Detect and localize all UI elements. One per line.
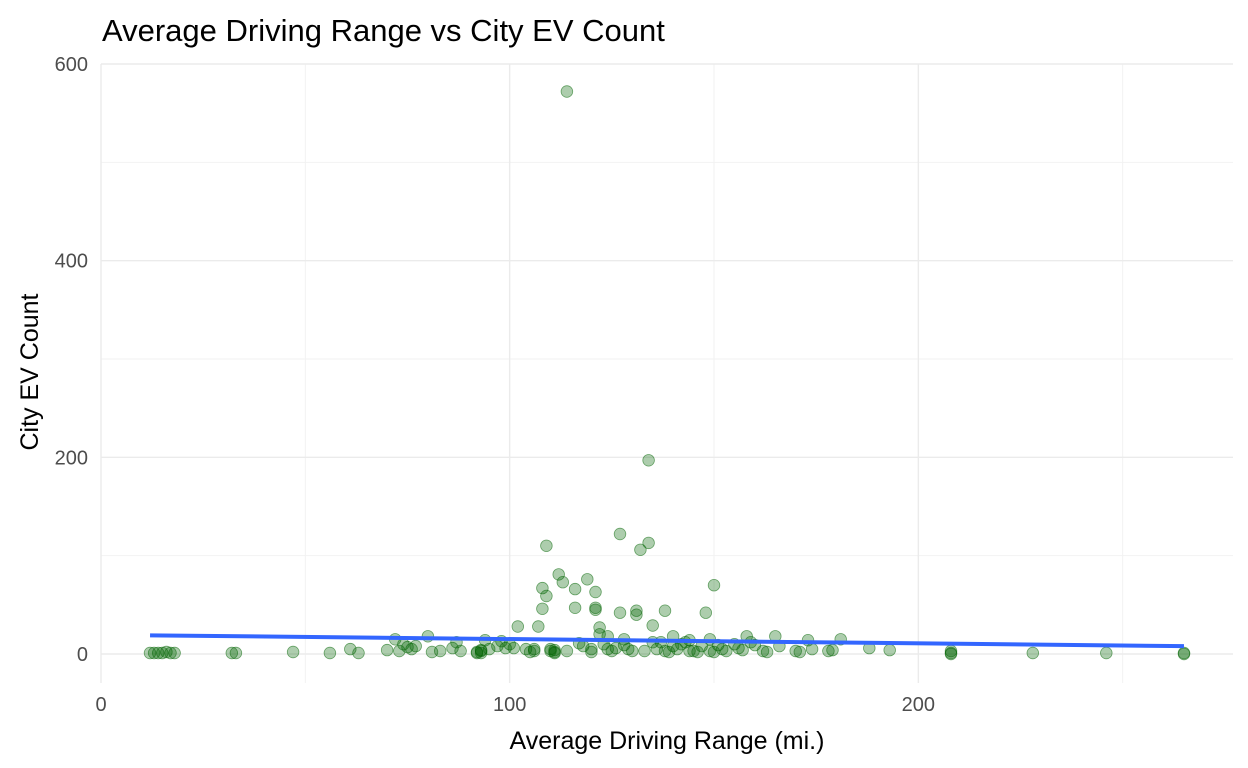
data-point [707, 579, 721, 592]
data-point [805, 642, 819, 656]
grid-layer [100, 63, 1233, 683]
data-point [699, 606, 713, 619]
data-point [560, 644, 574, 658]
data-point [883, 643, 896, 657]
data-point [568, 582, 582, 596]
x-axis-title: Average Driving Range (mi.) [510, 727, 825, 755]
y-tick-label: 0 [77, 644, 88, 666]
trend-line [150, 633, 1184, 649]
data-point [409, 639, 422, 653]
data-point [630, 608, 643, 621]
data-point [286, 645, 300, 659]
x-tick-label: 100 [493, 694, 526, 716]
data-point [589, 585, 602, 599]
data-point [646, 619, 659, 632]
data-point [511, 620, 525, 633]
data-point [630, 604, 643, 617]
data-point [507, 641, 521, 655]
data-point [164, 646, 177, 660]
data-point [613, 606, 627, 619]
data-point [642, 536, 655, 550]
data-point [548, 643, 561, 657]
data-point [756, 644, 770, 658]
data-point [789, 644, 802, 658]
data-point [323, 646, 337, 660]
data-point [1100, 646, 1113, 660]
y-tick-label: 200 [55, 447, 88, 469]
data-point [638, 644, 651, 658]
data-point [528, 642, 541, 656]
data-point [380, 643, 394, 657]
data-point [822, 644, 835, 658]
data-point [760, 645, 774, 659]
chart-title: Average Driving Range vs City EV Count [102, 13, 665, 48]
data-point [548, 646, 561, 660]
data-point [560, 85, 574, 98]
data-point [707, 645, 721, 659]
data-point [1026, 646, 1040, 660]
data-point [793, 645, 807, 659]
data-point [944, 647, 958, 661]
x-tick-label: 200 [902, 694, 935, 716]
data-point [826, 643, 839, 657]
data-point [552, 568, 565, 581]
data-point [229, 646, 243, 660]
data-point [658, 604, 672, 617]
data-point [536, 581, 549, 595]
data-point [613, 527, 627, 541]
data-point [581, 573, 594, 586]
data-point [474, 644, 488, 658]
data-point [634, 543, 647, 557]
data-point [585, 642, 598, 656]
data-point [434, 644, 447, 658]
data-point [609, 641, 623, 655]
data-point [393, 644, 406, 658]
data-point [1177, 647, 1191, 661]
data-point [720, 644, 733, 658]
data-point [540, 589, 553, 603]
y-tick-label: 600 [55, 54, 88, 76]
data-point [589, 603, 602, 617]
data-point [626, 644, 639, 658]
data-point [585, 645, 598, 659]
data-point [532, 620, 545, 633]
data-point [536, 602, 549, 616]
y-axis-title: City EV Count [16, 293, 44, 450]
data-point [352, 646, 365, 660]
data-point [540, 539, 553, 553]
data-point [642, 454, 655, 467]
data-point [650, 642, 664, 656]
data-point [556, 576, 570, 589]
y-tick-label: 400 [55, 251, 88, 273]
trend-layer [150, 633, 1184, 649]
data-point [168, 646, 181, 660]
data-point [568, 601, 582, 615]
data-point [671, 642, 684, 656]
x-tick-label: 0 [95, 694, 106, 716]
data-point [454, 644, 467, 658]
data-point [483, 642, 496, 656]
data-point [344, 642, 357, 656]
data-point [736, 643, 749, 657]
data-point [593, 621, 606, 634]
points-layer [143, 85, 1191, 661]
tick-label-layer: 0 100 200 0 200 400 600 [55, 54, 935, 716]
data-point [225, 646, 239, 660]
